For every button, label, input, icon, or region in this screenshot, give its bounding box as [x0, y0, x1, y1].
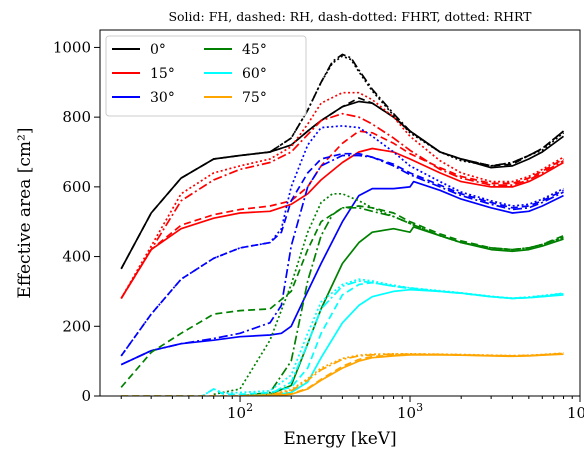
y-axis-ticks: 0 200 400 600 800 1000 [53, 38, 100, 405]
x-tick-label: 104 [567, 401, 584, 422]
y-tick-label: 0 [81, 387, 91, 405]
series-line-2-rh [120, 152, 564, 357]
series-line-3-fhrt [239, 206, 564, 396]
series-line-0-fh [120, 100, 565, 270]
y-tick-label: 800 [62, 108, 91, 126]
y-tick-label: 400 [62, 248, 91, 266]
series-line-0-fhrt [269, 53, 565, 167]
chart-title: Solid: FH, dashed: RH, dash-dotted: FHRT… [168, 9, 532, 24]
series-line-2-rhrt [120, 125, 564, 357]
series-line-2-fhrt [120, 154, 564, 366]
series-layer [120, 53, 565, 396]
y-tick-label: 1000 [53, 38, 91, 56]
y-tick-label: 600 [62, 178, 91, 196]
series-line-4-fh [239, 288, 564, 396]
x-axis-ticks: 102 103 104 [120, 396, 584, 422]
x-tick-label: 102 [227, 401, 253, 422]
legend-label: 45° [242, 42, 267, 58]
series-line-1-fh [120, 147, 564, 299]
series-line-4-fhrt [239, 280, 564, 396]
series-line-5-fh [239, 353, 564, 396]
series-line-2-fh [120, 180, 564, 366]
series-line-4-rh [121, 281, 564, 396]
series-line-0-rh [120, 97, 565, 270]
legend-label: 30° [150, 90, 175, 106]
series-line-3-fh [239, 226, 564, 396]
legend-box [105, 35, 307, 117]
legend-label: 60° [242, 66, 267, 82]
series-line-1-rhrt [120, 91, 564, 299]
series-line-1-fhrt [120, 112, 564, 299]
y-tick-label: 200 [62, 317, 91, 335]
plot-frame [99, 29, 581, 397]
series-line-5-rhrt [239, 352, 564, 396]
series-line-1-rh [120, 130, 564, 299]
y-axis-title: Effective area [cm²] [15, 128, 35, 299]
series-line-5-fhrt [239, 352, 564, 396]
legend: 0° 15° 30° 45° 60° 75° [105, 35, 307, 117]
legend-label: 75° [242, 90, 267, 106]
series-line-4-rhrt [201, 278, 564, 396]
x-tick-label: 103 [397, 401, 423, 422]
series-line-3-rhrt [213, 192, 564, 396]
series-line-5-rh [121, 352, 564, 396]
series-line-0-rhrt [269, 55, 565, 167]
x-axis-title: Energy [keV] [283, 429, 396, 449]
legend-label: 0° [150, 42, 166, 58]
legend-label: 15° [150, 66, 175, 82]
